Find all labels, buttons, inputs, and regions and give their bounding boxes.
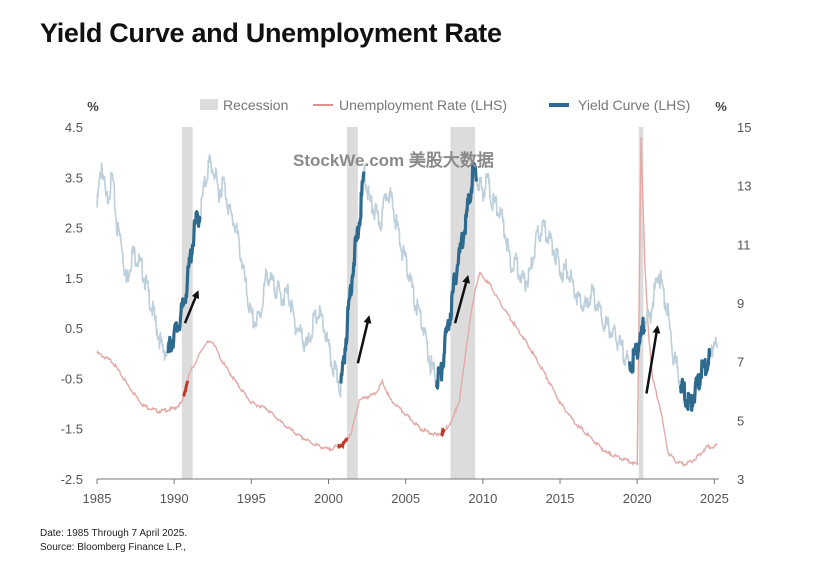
left-tick-label: 0.5 (65, 321, 83, 336)
footnote-source: Source: Bloomberg Finance L.P., (40, 542, 187, 553)
chart-title: Yield Curve and Unemployment Rate (40, 18, 502, 48)
watermark: StockWe.com 美股大数据 (293, 150, 494, 170)
trend-arrows (183, 274, 661, 394)
x-tick-label: 2015 (546, 491, 575, 506)
left-tick-label: 2.5 (65, 221, 83, 236)
yield-curve-highlight (628, 316, 647, 374)
left-tick-label: -1.5 (61, 422, 83, 437)
x-tick-label: 1995 (237, 491, 266, 506)
right-tick-label: 15 (737, 120, 751, 135)
right-axis-unit: % (715, 99, 727, 114)
series-lines (96, 136, 719, 467)
yield-curve-highlight (166, 210, 202, 354)
right-tick-label: 9 (737, 296, 744, 311)
unemployment-rate-line (96, 136, 718, 467)
recession-band (181, 127, 193, 479)
left-tick-label: -2.5 (61, 472, 83, 487)
trend-arrow (356, 315, 372, 364)
recession-bands (181, 127, 644, 479)
left-axis-unit: % (87, 99, 99, 114)
yield-curve-highlight (679, 347, 712, 412)
yield-curve-highlight (339, 171, 366, 384)
right-tick-label: 11 (737, 237, 751, 252)
legend-swatch-recession (200, 99, 218, 110)
trend-arrow (183, 290, 200, 324)
right-tick-label: 3 (737, 472, 744, 487)
left-tick-label: 3.5 (65, 170, 83, 185)
legend-label: Unemployment Rate (LHS) (339, 97, 507, 113)
unemployment-highlight (440, 426, 446, 438)
legend-label: Recession (223, 97, 288, 113)
recession-band (347, 127, 358, 479)
legend: Recession Unemployment Rate (LHS) Yield Cu… (200, 97, 690, 113)
x-tick-label: 1990 (160, 491, 189, 506)
right-tick-label: 13 (737, 179, 751, 194)
left-tick-label: -0.5 (61, 371, 83, 386)
right-tick-label: 5 (737, 413, 744, 428)
yield-curve-highlight (435, 161, 479, 390)
left-tick-label: 4.5 (65, 120, 83, 135)
axes: 4.5 3.5 2.5 1.5 0.5 -0.5 -1.5 -2.5 15 13 11 9 7 5 3 198… (61, 99, 752, 506)
x-tick-label: 2020 (623, 491, 652, 506)
legend-label: Yield Curve (LHS) (578, 97, 690, 113)
trend-arrow (453, 274, 470, 324)
recession-band (638, 127, 644, 479)
trend-arrow (645, 325, 661, 394)
footnote-date: Date: 1985 Through 7 April 2025. (40, 528, 188, 539)
x-tick-label: 1985 (83, 491, 112, 506)
unemployment-highlight (337, 437, 349, 450)
x-tick-label: 2025 (700, 491, 729, 506)
right-tick-label: 7 (737, 355, 744, 370)
unemployment-highlight (182, 380, 190, 397)
x-tick-label: 2010 (468, 491, 497, 506)
left-tick-label: 1.5 (65, 271, 83, 286)
x-tick-label: 2005 (391, 491, 420, 506)
x-tick-label: 2000 (314, 491, 343, 506)
